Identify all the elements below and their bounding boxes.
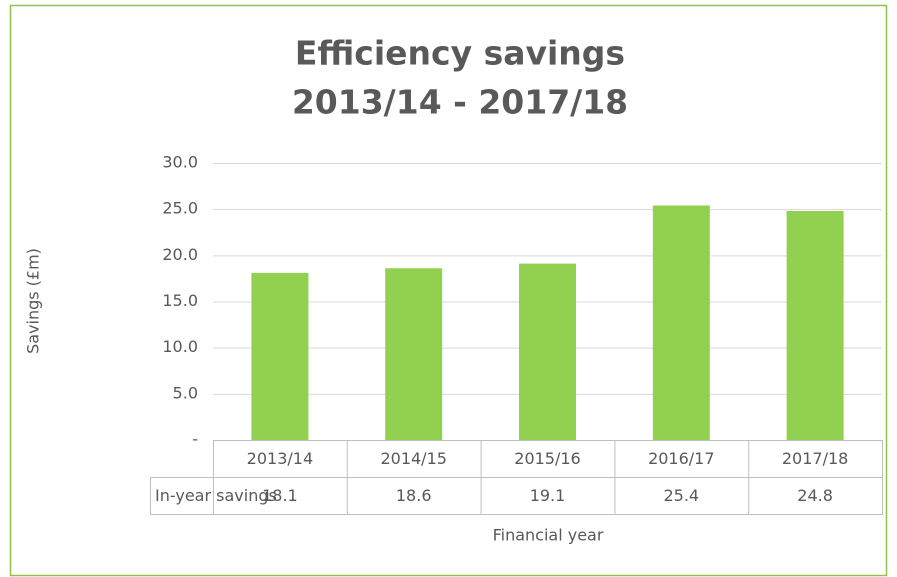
x-axis-label: Financial year <box>493 526 604 545</box>
x-tick-label: 2016/17 <box>648 449 714 468</box>
y-tick-label: 30.0 <box>162 153 198 172</box>
data-label: 19.1 <box>530 486 566 505</box>
bar <box>251 272 309 440</box>
bar <box>519 263 576 440</box>
chart-border <box>9 4 888 577</box>
x-tick-label: 2014/15 <box>380 449 446 468</box>
y-tick-label: 25.0 <box>162 199 198 218</box>
y-tick-label: 10.0 <box>162 337 198 356</box>
chart-title: Efficiency savings <box>295 34 625 73</box>
chart-title: 2013/14 - 2017/18 <box>292 83 628 122</box>
data-label: 24.8 <box>797 486 833 505</box>
y-tick-label: 20.0 <box>162 245 198 264</box>
y-tick-label: - <box>192 430 198 449</box>
y-tick-label: 15.0 <box>162 291 198 310</box>
x-tick-label: 2017/18 <box>782 449 848 468</box>
y-axis-label: Savings (£m) <box>24 248 43 354</box>
x-tick-label: 2015/16 <box>514 449 580 468</box>
bar <box>786 211 844 440</box>
bar <box>385 268 443 440</box>
data-label: 25.4 <box>663 486 699 505</box>
data-label: 18.6 <box>396 486 432 505</box>
bar <box>652 205 710 440</box>
y-tick-label: 5.0 <box>173 383 198 402</box>
x-tick-label: 2013/14 <box>247 449 313 468</box>
table-cell <box>150 477 883 515</box>
data-label: 18.1 <box>262 486 298 505</box>
table-row-label: In-year savings <box>155 486 277 505</box>
